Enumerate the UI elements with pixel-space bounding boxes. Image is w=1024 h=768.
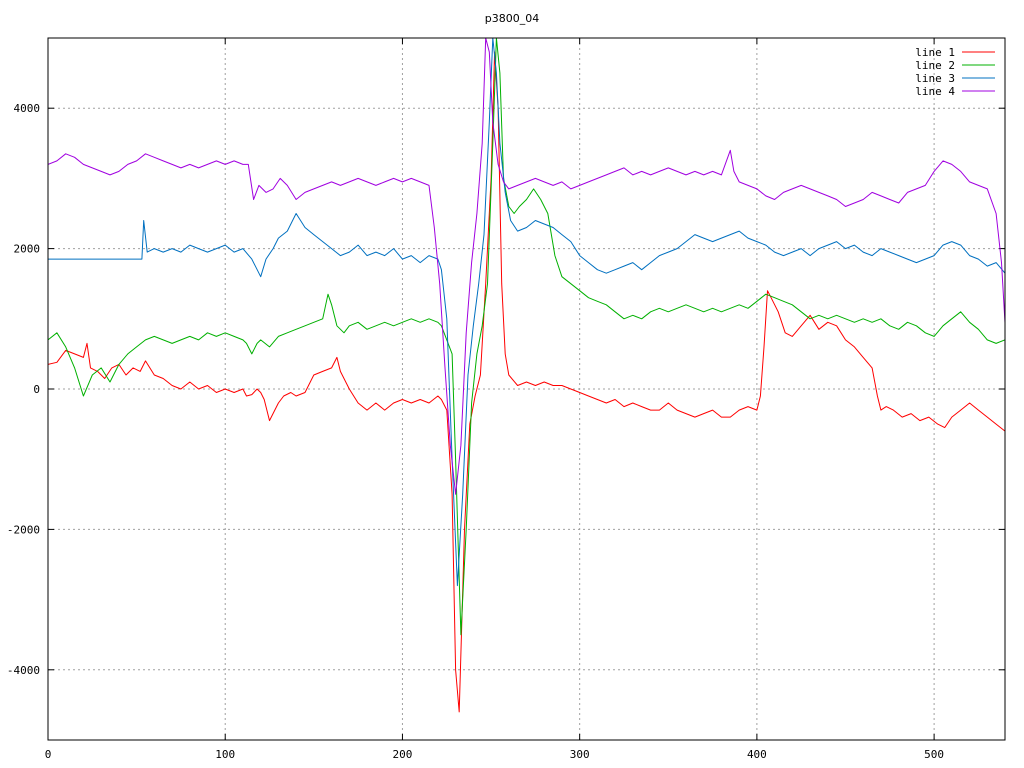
y-tick-label: 2000 [14, 243, 41, 256]
series-line-2 [48, 38, 1005, 636]
legend-label: line 2 [915, 59, 955, 72]
series-line-4 [48, 38, 1005, 495]
plot-border [47, 37, 1006, 741]
x-tick-label: 0 [45, 748, 52, 761]
legend-label: line 4 [915, 85, 955, 98]
x-tick-label: 300 [570, 748, 590, 761]
y-tick-label: 4000 [14, 102, 41, 115]
legend-label: line 1 [915, 46, 955, 59]
x-tick-label: 500 [924, 748, 944, 761]
y-tick-label: -2000 [7, 523, 40, 536]
legend-label: line 3 [915, 72, 955, 85]
y-tick-label: 0 [33, 383, 40, 396]
series-line-3 [48, 38, 1005, 587]
y-tick-label: -4000 [7, 664, 40, 677]
x-tick-label: 400 [747, 748, 767, 761]
axis-ticks: 0 100 200 300 400 500 -4000 -2000 0 2000 4000 [7, 38, 1005, 761]
series-lines [48, 38, 1005, 713]
chart-title: p3800_04 [485, 12, 539, 25]
series-line-1 [48, 51, 1005, 713]
x-tick-label: 100 [215, 748, 235, 761]
grid [48, 38, 1005, 740]
x-tick-label: 200 [393, 748, 413, 761]
